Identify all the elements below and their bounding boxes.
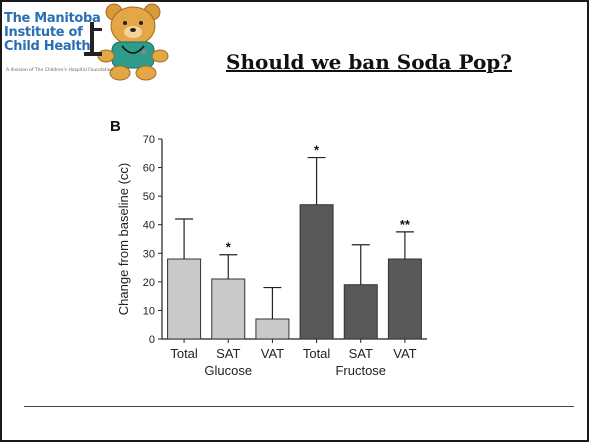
y-tick-label: 60: [143, 163, 155, 175]
y-tick-label: 30: [143, 248, 155, 260]
bar-chart: B 0 10 20 30 40 50 60 70 Change from baseline (cc…: [110, 118, 427, 378]
x-tick-label: VAT: [261, 346, 284, 361]
y-tick-label: 70: [143, 134, 155, 146]
logo-line-3: Child Health: [4, 39, 91, 54]
x-tick-label: VAT: [393, 346, 416, 361]
significance-marker: *: [226, 240, 232, 255]
slide-title: Should we ban Soda Pop?: [226, 50, 512, 74]
x-tick-label: SAT: [216, 346, 240, 361]
bottom-divider: [24, 406, 574, 407]
logo-line-2: Institute of: [4, 25, 83, 40]
group-label: Glucose: [204, 363, 252, 378]
bar: [299, 204, 334, 340]
logo-wordmark: The Manitoba Institute of Child Health: [4, 12, 101, 54]
bar: [211, 278, 246, 340]
x-tick-label: Total: [303, 346, 331, 361]
significance-marker: **: [400, 217, 411, 232]
x-tick-label: SAT: [349, 346, 373, 361]
y-tick-label: 20: [143, 277, 155, 289]
logo: The Manitoba Institute of Child Health A…: [2, 2, 172, 84]
x-tick-label: Total: [170, 346, 198, 361]
y-tick-label: 40: [143, 220, 155, 232]
bar: [255, 318, 290, 340]
logo-line-1: The Manitoba: [4, 11, 101, 26]
y-tick-label: 10: [143, 305, 155, 317]
bar: [387, 258, 422, 340]
bar: [343, 284, 378, 340]
teddy-bear-icon: [84, 3, 169, 81]
group-label: Fructose: [335, 363, 386, 378]
y-tick-label: 0: [149, 334, 155, 346]
significance-marker: *: [314, 143, 320, 158]
bar: [167, 258, 202, 340]
y-tick-label: 50: [143, 191, 155, 203]
y-axis-label: Change from baseline (cc): [116, 163, 131, 315]
logo-tagline: A division of The Children's Hospital Fo…: [6, 68, 114, 73]
panel-label: B: [110, 118, 121, 135]
